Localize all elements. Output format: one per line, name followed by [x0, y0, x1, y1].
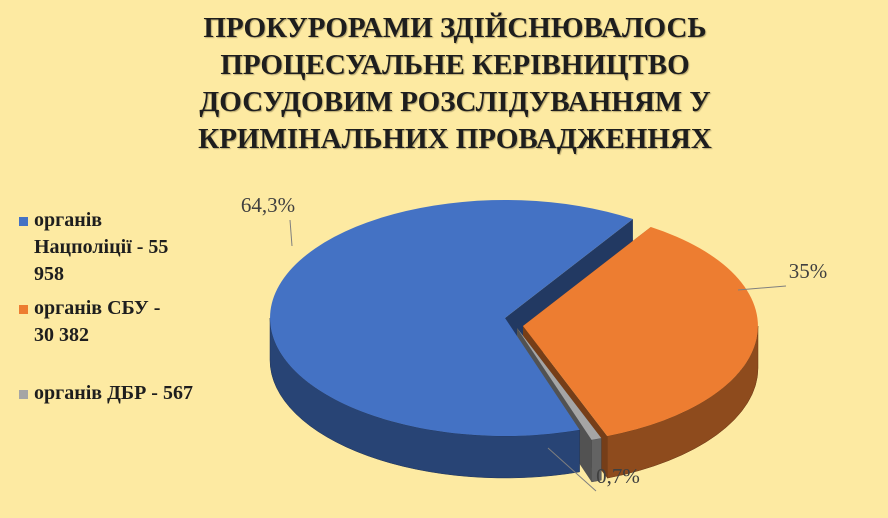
- legend-label: органів СБУ - 30 382: [34, 297, 161, 346]
- leader-line: [547, 447, 597, 492]
- slice: [270, 199, 633, 436]
- legend-swatch: [19, 217, 28, 226]
- leader-line: [289, 219, 293, 247]
- data-label: 35%: [789, 259, 828, 283]
- legend-swatch: [19, 390, 28, 399]
- slice: [523, 227, 758, 437]
- legend-label: органів Нацполіції - 55 958: [34, 209, 169, 285]
- leader-line: [737, 285, 787, 291]
- pie-3d: [269, 199, 759, 483]
- legend-entry: органів Нацполіції - 55 958: [19, 207, 184, 288]
- legend-label: органів ДБР - 567: [34, 382, 193, 404]
- legend-entry: органів ДБР - 567: [19, 380, 264, 407]
- legend-swatch: [19, 305, 28, 314]
- chart-title: ПРОКУРОРАМИ ЗДІЙСНЮВАЛОСЬ ПРОЦЕСУАЛЬНЕ К…: [198, 12, 712, 155]
- slice: [517, 328, 602, 440]
- data-label: 64,3%: [241, 193, 295, 217]
- data-label: 0,7%: [596, 464, 640, 488]
- legend-entry: органів СБУ - 30 382: [19, 295, 184, 349]
